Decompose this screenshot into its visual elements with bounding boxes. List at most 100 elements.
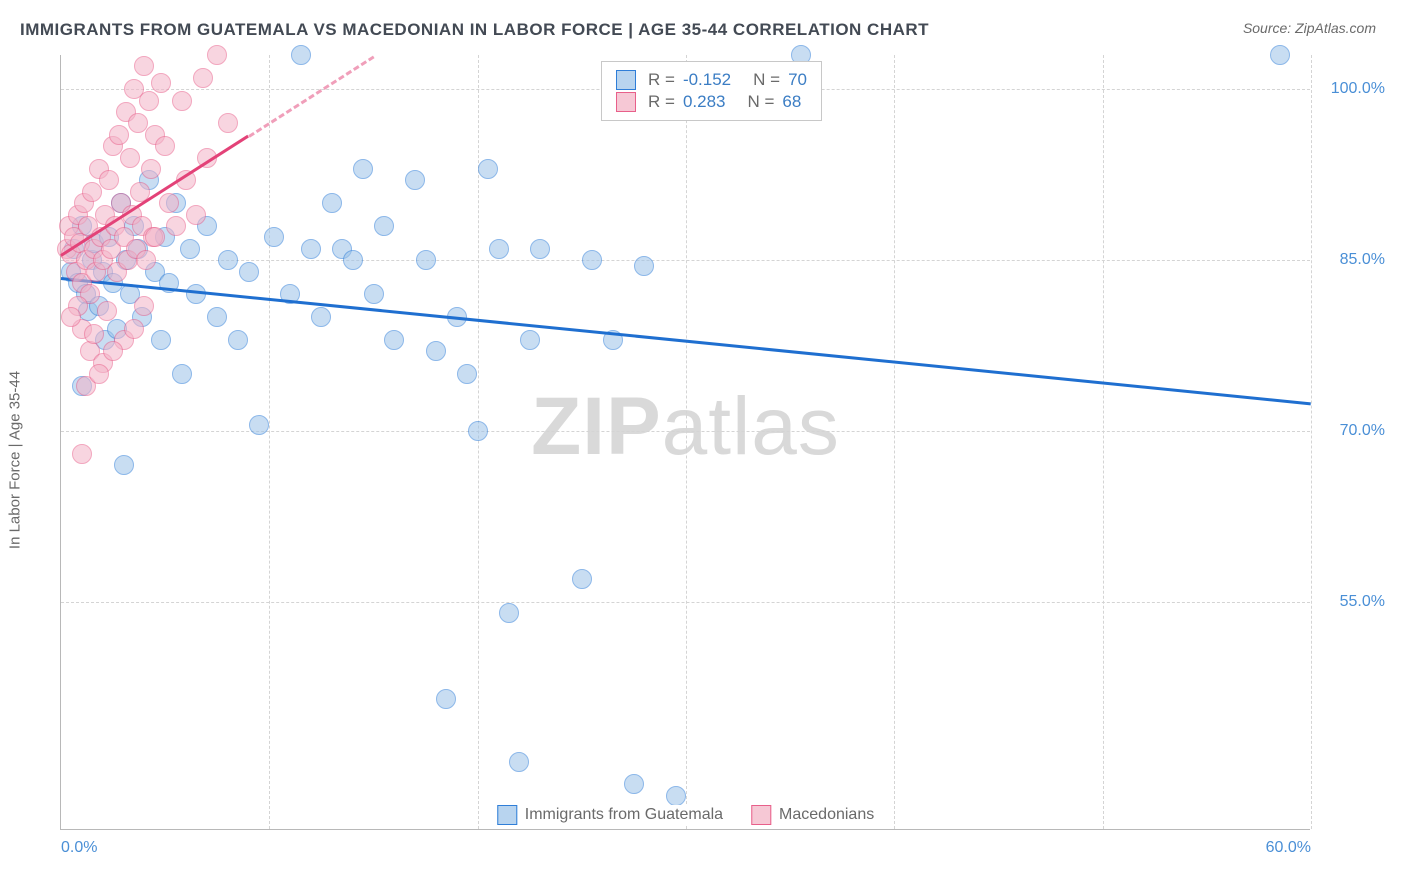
data-point: [239, 262, 259, 282]
data-point: [364, 284, 384, 304]
trend-line: [248, 55, 375, 137]
v-gridline: [1311, 55, 1312, 829]
data-point: [353, 159, 373, 179]
data-point: [228, 330, 248, 350]
data-point: [301, 239, 321, 259]
y-tick-label: 70.0%: [1340, 422, 1385, 440]
data-point: [343, 250, 363, 270]
data-point: [193, 68, 213, 88]
legend-series-label: Immigrants from Guatemala: [525, 806, 723, 824]
v-gridline: [686, 55, 687, 829]
data-point: [207, 45, 227, 65]
data-point: [666, 786, 686, 806]
legend-stat-row: R = -0.152 N = 70: [616, 70, 807, 90]
data-point: [103, 341, 123, 361]
series-legend: Immigrants from Guatemala Macedonians: [487, 805, 884, 825]
data-point: [311, 307, 331, 327]
data-point: [264, 227, 284, 247]
data-point: [134, 296, 154, 316]
chart-title: IMMIGRANTS FROM GUATEMALA VS MACEDONIAN …: [20, 20, 929, 40]
data-point: [457, 364, 477, 384]
data-point: [109, 125, 129, 145]
data-point: [136, 250, 156, 270]
y-tick-label: 55.0%: [1340, 593, 1385, 611]
data-point: [124, 319, 144, 339]
legend-r-label: R =: [648, 70, 675, 90]
data-point: [97, 301, 117, 321]
y-axis-label: In Labor Force | Age 35-44: [7, 371, 24, 549]
v-gridline: [1103, 55, 1104, 829]
data-point: [499, 603, 519, 623]
data-point: [634, 256, 654, 276]
data-point: [141, 159, 161, 179]
data-point: [172, 91, 192, 111]
data-point: [478, 159, 498, 179]
data-point: [145, 227, 165, 247]
legend-r-value: 0.283: [683, 92, 726, 112]
data-point: [405, 170, 425, 190]
source-attribution: Source: ZipAtlas.com: [1243, 20, 1376, 36]
data-point: [207, 307, 227, 327]
data-point: [89, 364, 109, 384]
data-point: [114, 455, 134, 475]
data-point: [322, 193, 342, 213]
legend-series-item: Immigrants from Guatemala: [497, 805, 723, 825]
data-point: [139, 91, 159, 111]
data-point: [172, 364, 192, 384]
y-tick-label: 85.0%: [1340, 251, 1385, 269]
plot-area: ZIPatlas R =-0.152N =70R =0.283N =68 Imm…: [60, 55, 1310, 830]
data-point: [180, 239, 200, 259]
data-point: [468, 421, 488, 441]
data-point: [159, 193, 179, 213]
data-point: [509, 752, 529, 772]
watermark-rest: atlas: [662, 381, 840, 472]
data-point: [426, 341, 446, 361]
data-point: [249, 415, 269, 435]
legend-stat-row: R = 0.283 N = 68: [616, 92, 807, 112]
data-point: [72, 444, 92, 464]
legend-series-label: Macedonians: [779, 806, 874, 824]
y-tick-label: 100.0%: [1331, 80, 1385, 98]
data-point: [520, 330, 540, 350]
data-point: [61, 307, 81, 327]
x-tick-label: 0.0%: [61, 839, 97, 857]
legend-swatch: [751, 805, 771, 825]
legend-swatch: [497, 805, 517, 825]
legend-n-label: N =: [753, 70, 780, 90]
legend-n-label: N =: [747, 92, 774, 112]
data-point: [374, 216, 394, 236]
data-point: [218, 250, 238, 270]
data-point: [416, 250, 436, 270]
legend-n-value: 70: [788, 70, 807, 90]
legend-swatch: [616, 70, 636, 90]
data-point: [134, 56, 154, 76]
correlation-legend: R =-0.152N =70R =0.283N =68: [601, 61, 822, 121]
data-point: [291, 45, 311, 65]
data-point: [1270, 45, 1290, 65]
watermark-bold: ZIP: [531, 381, 662, 472]
data-point: [384, 330, 404, 350]
data-point: [151, 330, 171, 350]
data-point: [530, 239, 550, 259]
data-point: [166, 216, 186, 236]
v-gridline: [269, 55, 270, 829]
data-point: [99, 170, 119, 190]
legend-swatch: [616, 92, 636, 112]
legend-r-value: -0.152: [683, 70, 731, 90]
legend-n-value: 68: [782, 92, 801, 112]
data-point: [120, 148, 140, 168]
v-gridline: [894, 55, 895, 829]
data-point: [624, 774, 644, 794]
data-point: [155, 136, 175, 156]
legend-r-label: R =: [648, 92, 675, 112]
legend-series-item: Macedonians: [751, 805, 874, 825]
data-point: [489, 239, 509, 259]
x-tick-label: 60.0%: [1266, 839, 1311, 857]
data-point: [436, 689, 456, 709]
data-point: [572, 569, 592, 589]
data-point: [151, 73, 171, 93]
data-point: [218, 113, 238, 133]
data-point: [582, 250, 602, 270]
chart-container: In Labor Force | Age 35-44 ZIPatlas R =-…: [20, 55, 1386, 865]
data-point: [186, 205, 206, 225]
